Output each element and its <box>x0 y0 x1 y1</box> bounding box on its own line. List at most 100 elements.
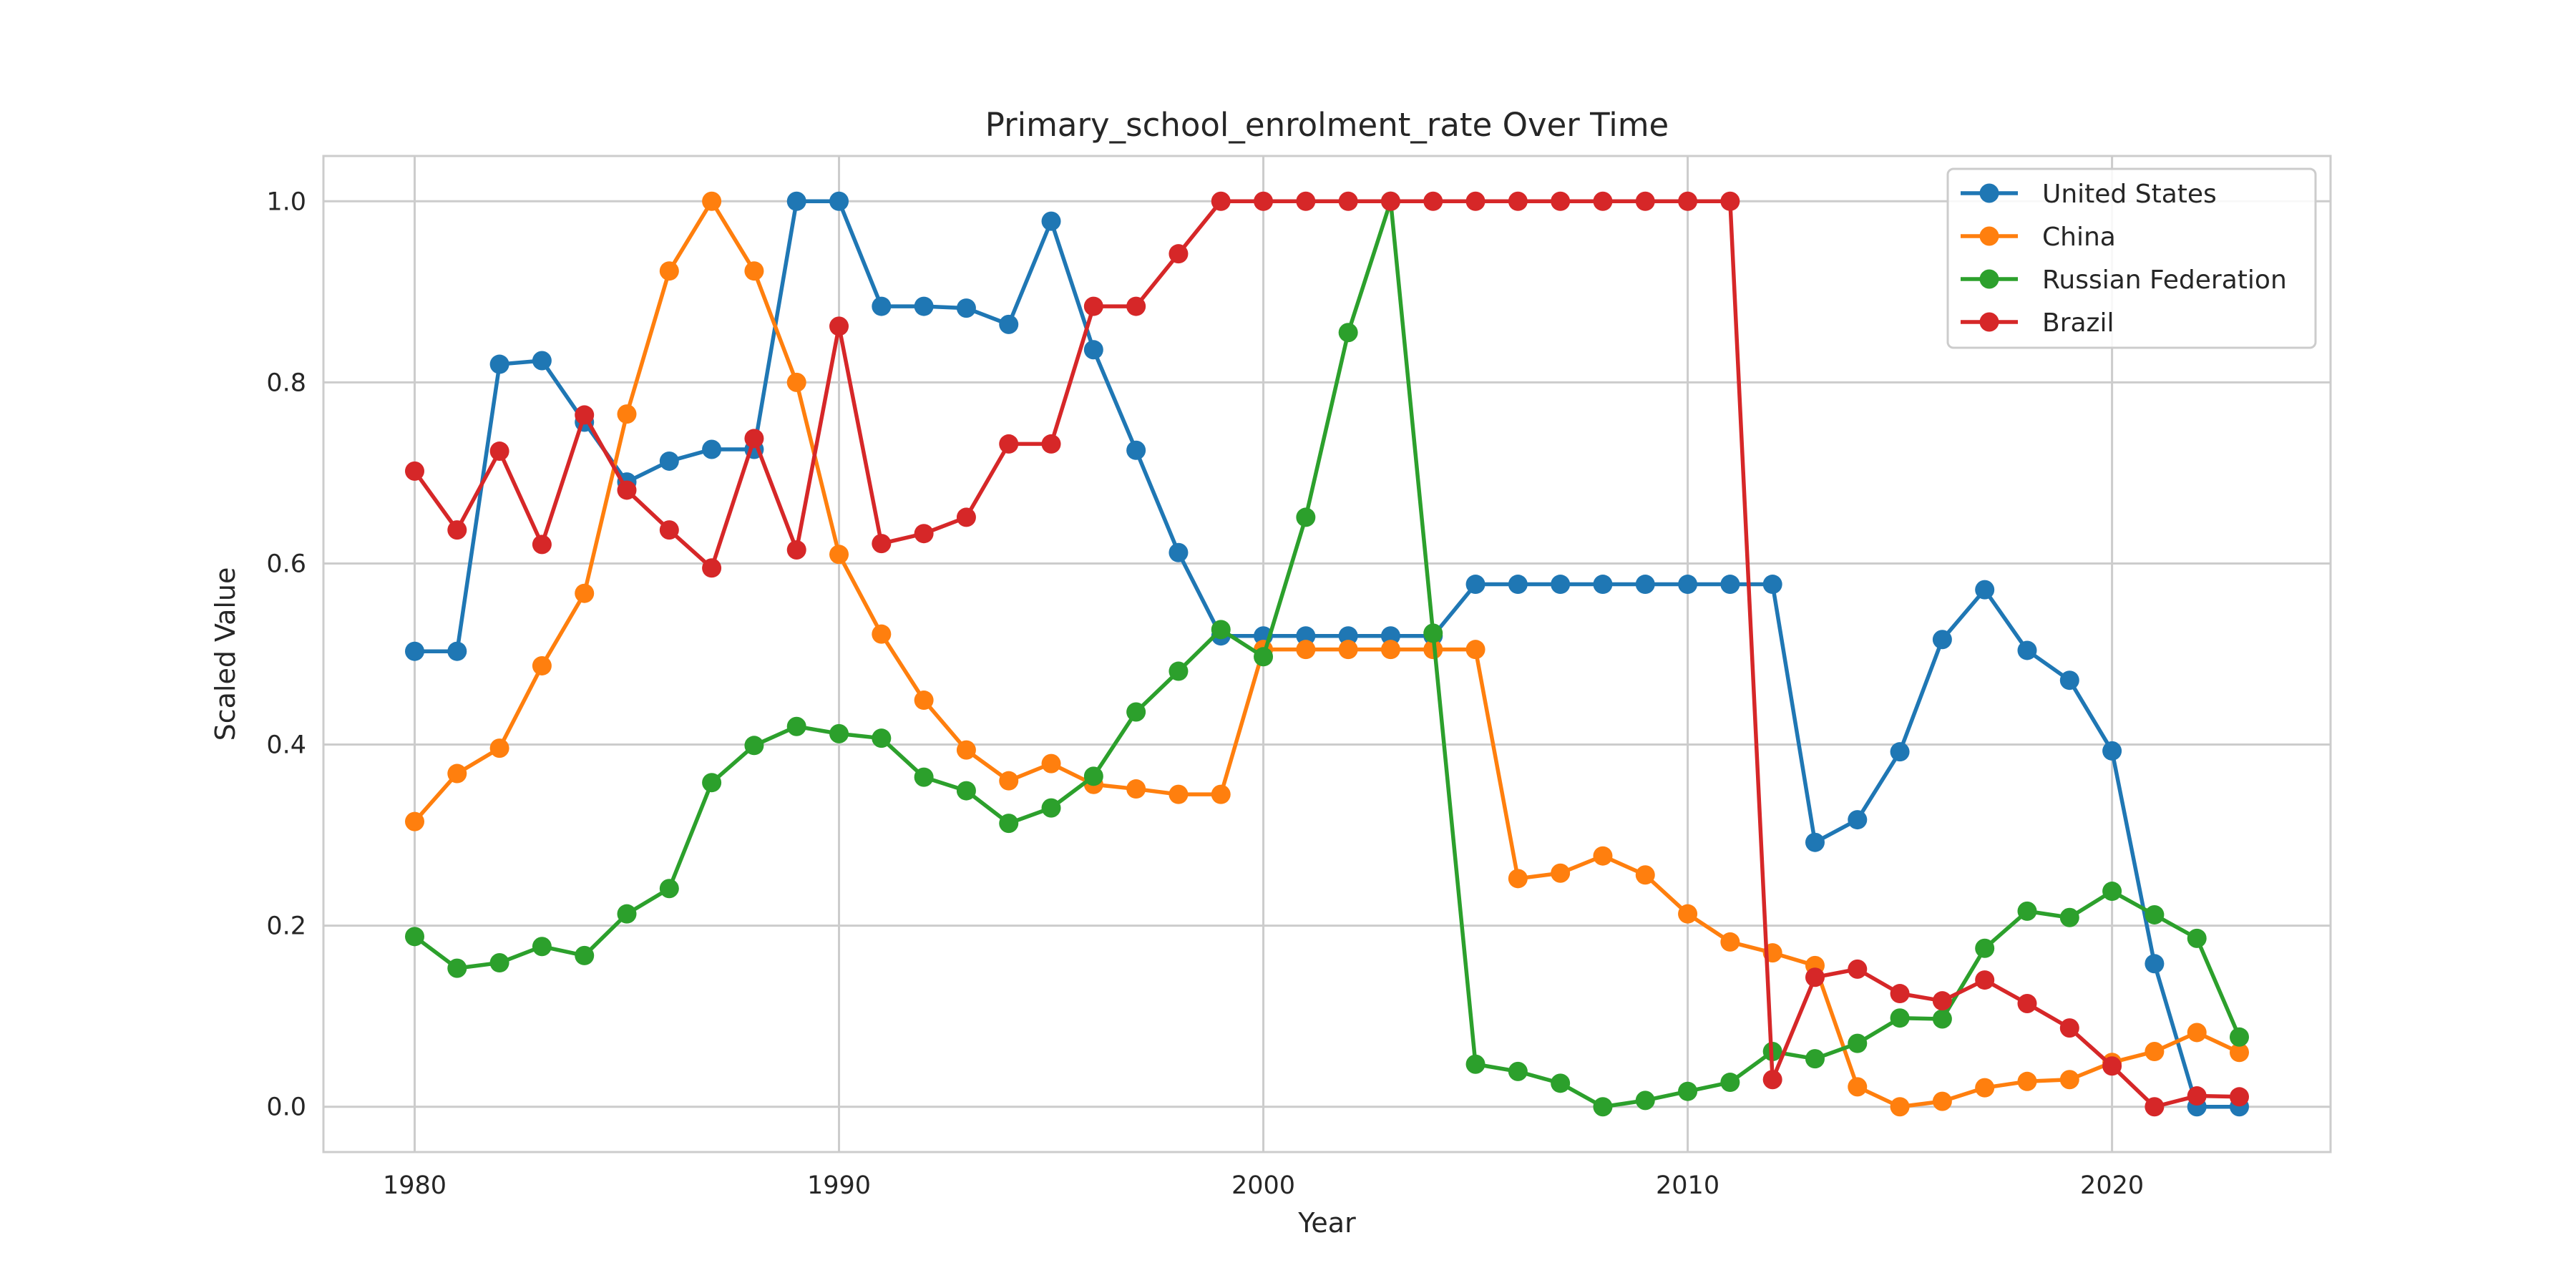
data-point <box>999 814 1019 834</box>
legend-label: Russian Federation <box>2042 265 2287 295</box>
data-point <box>999 771 1019 791</box>
data-point <box>1551 575 1571 595</box>
data-point <box>2059 670 2079 691</box>
chart-title: Primary_school_enrolment_rate Over Time <box>985 106 1669 144</box>
data-point <box>1338 626 1358 646</box>
data-point <box>1338 323 1358 343</box>
data-point <box>575 945 595 965</box>
data-point <box>659 879 679 899</box>
data-point <box>872 296 892 316</box>
data-point <box>1848 1033 1868 1053</box>
series-layer <box>405 191 2249 1117</box>
y-tick-label: 0.4 <box>266 731 306 760</box>
data-point <box>1762 1070 1782 1090</box>
data-point <box>1805 1049 1825 1069</box>
data-point <box>1465 191 1485 211</box>
data-point <box>489 738 509 758</box>
data-point <box>2017 640 2037 660</box>
data-point <box>999 314 1019 334</box>
data-point <box>1635 1091 1655 1111</box>
data-point <box>2102 1056 2122 1076</box>
data-point <box>1041 798 1061 818</box>
data-point <box>2059 1070 2079 1090</box>
data-point <box>1593 191 1613 211</box>
data-point <box>1848 810 1868 830</box>
data-point <box>1126 296 1146 316</box>
data-point <box>1380 640 1400 660</box>
data-point <box>1551 1073 1571 1093</box>
data-point <box>1211 784 1231 804</box>
data-point <box>1338 191 1358 211</box>
legend: United States China Russian Federation Braz… <box>1946 167 2317 349</box>
data-point <box>2102 882 2122 902</box>
data-point <box>1635 575 1655 595</box>
data-point <box>1041 211 1061 231</box>
data-point <box>1593 575 1613 595</box>
data-point <box>956 781 976 801</box>
series-china <box>405 191 2249 1117</box>
data-point <box>1805 832 1825 852</box>
data-point <box>1975 938 1995 958</box>
data-point <box>1126 779 1146 799</box>
data-point <box>956 298 976 318</box>
data-point <box>914 296 934 316</box>
x-tick-label: 2020 <box>2080 1171 2144 1200</box>
data-point <box>2102 741 2122 761</box>
data-point <box>1593 1097 1613 1117</box>
legend-marker <box>1979 226 1999 246</box>
data-point <box>1593 846 1613 866</box>
legend-marker <box>1979 269 1999 289</box>
data-point <box>1169 244 1189 264</box>
series-brazil <box>405 191 2249 1117</box>
data-point <box>1380 626 1400 646</box>
data-point <box>872 624 892 644</box>
data-point <box>1932 1091 1952 1111</box>
data-point <box>1380 191 1400 211</box>
x-tick-label: 1980 <box>383 1171 447 1200</box>
data-point <box>1126 440 1146 460</box>
data-point <box>1254 647 1274 667</box>
data-point <box>2059 1018 2079 1038</box>
y-axis-label: Scaled Value <box>210 567 241 741</box>
data-point <box>1932 1009 1952 1029</box>
data-point <box>2230 1043 2249 1063</box>
data-point <box>2017 993 2037 1013</box>
data-point <box>1211 191 1231 211</box>
data-point <box>786 540 806 560</box>
data-point <box>786 191 806 211</box>
data-point <box>1890 984 1910 1004</box>
data-point <box>744 429 764 449</box>
data-point <box>2017 901 2037 921</box>
legend-item: Brazil <box>1961 308 2114 338</box>
legend-label: United States <box>2042 180 2217 209</box>
y-tick-label: 0.2 <box>266 912 306 941</box>
data-point <box>702 558 722 578</box>
data-point <box>1932 991 1952 1011</box>
data-point <box>617 480 637 500</box>
data-point <box>1762 575 1782 595</box>
data-point <box>1423 623 1443 643</box>
data-point <box>1296 640 1316 660</box>
data-point <box>1551 191 1571 211</box>
y-tick-label: 0.0 <box>266 1093 306 1122</box>
data-point <box>1890 742 1910 762</box>
data-point <box>1254 191 1274 211</box>
data-point <box>1296 191 1316 211</box>
legend-item: United States <box>1961 180 2217 209</box>
data-point <box>1890 1008 1910 1028</box>
data-point <box>1041 434 1061 454</box>
legend-label: Brazil <box>2042 308 2114 338</box>
data-point <box>447 641 467 661</box>
data-point <box>1720 575 1740 595</box>
data-point <box>1296 507 1316 527</box>
data-point <box>489 953 509 973</box>
data-point <box>447 763 467 784</box>
data-point <box>405 927 424 947</box>
data-point <box>1975 580 1995 600</box>
data-point <box>1720 1073 1740 1093</box>
data-point <box>489 354 509 374</box>
legend-marker <box>1979 183 1999 203</box>
data-point <box>617 904 637 924</box>
data-point <box>829 191 849 211</box>
data-point <box>659 520 679 540</box>
